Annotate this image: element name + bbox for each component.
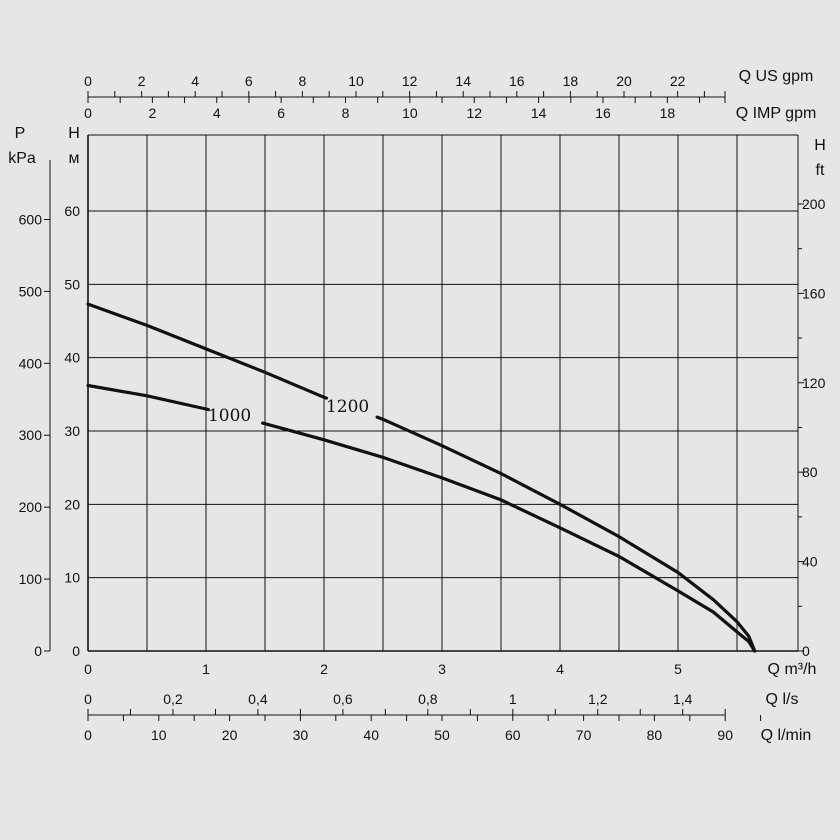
lmin-tick-label: 20 [222, 727, 238, 743]
imp-gpm-unit: Q IMP gpm [736, 105, 817, 122]
y-pressure-tick-label: 600 [19, 211, 43, 227]
imp-gpm-tick-label: 14 [531, 105, 547, 121]
pressure-unit-symbol: P [15, 125, 26, 142]
plot-axes: 01020304050600100200300400500600PkPaHм04… [8, 68, 826, 744]
lmin-tick-label: 50 [434, 727, 450, 743]
lmin-tick-label: 70 [576, 727, 592, 743]
y-ft-tick-label: 80 [802, 464, 818, 480]
labels: 1200 1000 [208, 397, 369, 426]
y-head-tick-label: 50 [64, 276, 80, 292]
y-head-tick-label: 10 [64, 570, 80, 586]
plot-grid [87, 134, 799, 652]
us-gpm-tick-label: 10 [348, 73, 364, 89]
x-tick-label: 1 [202, 661, 210, 677]
y-head-tick-label: 60 [64, 203, 80, 219]
ft-unit: ft [816, 162, 825, 179]
ls-tick-label: 1 [509, 691, 517, 707]
us-gpm-tick-label: 20 [616, 73, 632, 89]
lmin-tick-label: 10 [151, 727, 167, 743]
pressure-unit: kPa [8, 150, 36, 167]
lmin-unit: Q l/min [761, 727, 812, 744]
head-unit-symbol: H [68, 125, 80, 142]
lmin-tick-label: 40 [363, 727, 379, 743]
curve-1000 [86, 383, 210, 412]
lmin-tick-label: 80 [647, 727, 663, 743]
us-gpm-tick-label: 16 [509, 73, 525, 89]
ft-unit-symbol: H [814, 137, 826, 154]
imp-gpm-tick-label: 0 [84, 105, 92, 121]
us-gpm-tick-label: 4 [191, 73, 199, 89]
y-pressure-tick-label: 0 [34, 643, 42, 659]
us-gpm-unit: Q US gpm [739, 68, 814, 85]
ls-tick-label: 0,4 [248, 691, 268, 707]
imp-gpm-tick-label: 4 [213, 105, 221, 121]
imp-gpm-tick-label: 8 [342, 105, 350, 121]
y-ft-tick-label: 160 [802, 285, 826, 301]
lmin-tick-label: 60 [505, 727, 521, 743]
y-pressure-tick-label: 500 [19, 283, 43, 299]
ls-tick-label: 0,6 [333, 691, 353, 707]
y-head-tick-label: 40 [64, 350, 80, 366]
us-gpm-tick-label: 8 [299, 73, 307, 89]
lmin-tick-label: 90 [717, 727, 733, 743]
curve-label-1200: 1200 [326, 397, 369, 417]
y-head-tick-label: 30 [64, 423, 80, 439]
us-gpm-tick-label: 0 [84, 73, 92, 89]
ls-tick-label: 0,8 [418, 691, 438, 707]
ls-unit: Q l/s [766, 691, 799, 708]
ls-tick-label: 0 [84, 691, 92, 707]
x-tick-label: 3 [438, 661, 446, 677]
curve-1000 [261, 421, 757, 653]
y-ft-tick-label: 0 [802, 643, 810, 659]
y-pressure-tick-label: 300 [19, 427, 43, 443]
y-pressure-tick-label: 400 [19, 355, 43, 371]
ls-tick-label: 1,4 [673, 691, 693, 707]
y-ft-tick-label: 40 [802, 554, 818, 570]
us-gpm-tick-label: 12 [402, 73, 418, 89]
y-pressure-tick-label: 200 [19, 499, 43, 515]
imp-gpm-tick-label: 10 [402, 105, 418, 121]
curves [86, 302, 757, 653]
x-tick-label: 5 [674, 661, 682, 677]
head-unit: м [69, 150, 80, 167]
curve-1200 [375, 415, 757, 653]
x-tick-label: 0 [84, 661, 92, 677]
x-tick-label: 4 [556, 661, 564, 677]
imp-gpm-tick-label: 16 [595, 105, 611, 121]
us-gpm-tick-label: 18 [563, 73, 579, 89]
imp-gpm-tick-label: 12 [466, 105, 482, 121]
curve-1200 [86, 302, 328, 400]
y-pressure-tick-label: 100 [19, 571, 43, 587]
lmin-tick-label: 0 [84, 727, 92, 743]
ls-tick-label: 0,2 [163, 691, 183, 707]
x-tick-label: 2 [320, 661, 328, 677]
lmin-tick-label: 30 [293, 727, 309, 743]
us-gpm-tick-label: 14 [455, 73, 471, 89]
x-unit: Q m³/h [768, 661, 817, 678]
ls-tick-label: 1,2 [588, 691, 608, 707]
y-head-tick-label: 0 [72, 643, 80, 659]
y-ft-tick-label: 120 [802, 375, 826, 391]
curve-label-1000: 1000 [208, 406, 251, 426]
imp-gpm-tick-label: 6 [277, 105, 285, 121]
imp-gpm-tick-label: 18 [660, 105, 676, 121]
us-gpm-tick-label: 22 [670, 73, 686, 89]
imp-gpm-tick-label: 2 [148, 105, 156, 121]
y-ft-tick-label: 200 [802, 196, 826, 212]
us-gpm-tick-label: 6 [245, 73, 253, 89]
y-head-tick-label: 20 [64, 496, 80, 512]
us-gpm-tick-label: 2 [138, 73, 146, 89]
